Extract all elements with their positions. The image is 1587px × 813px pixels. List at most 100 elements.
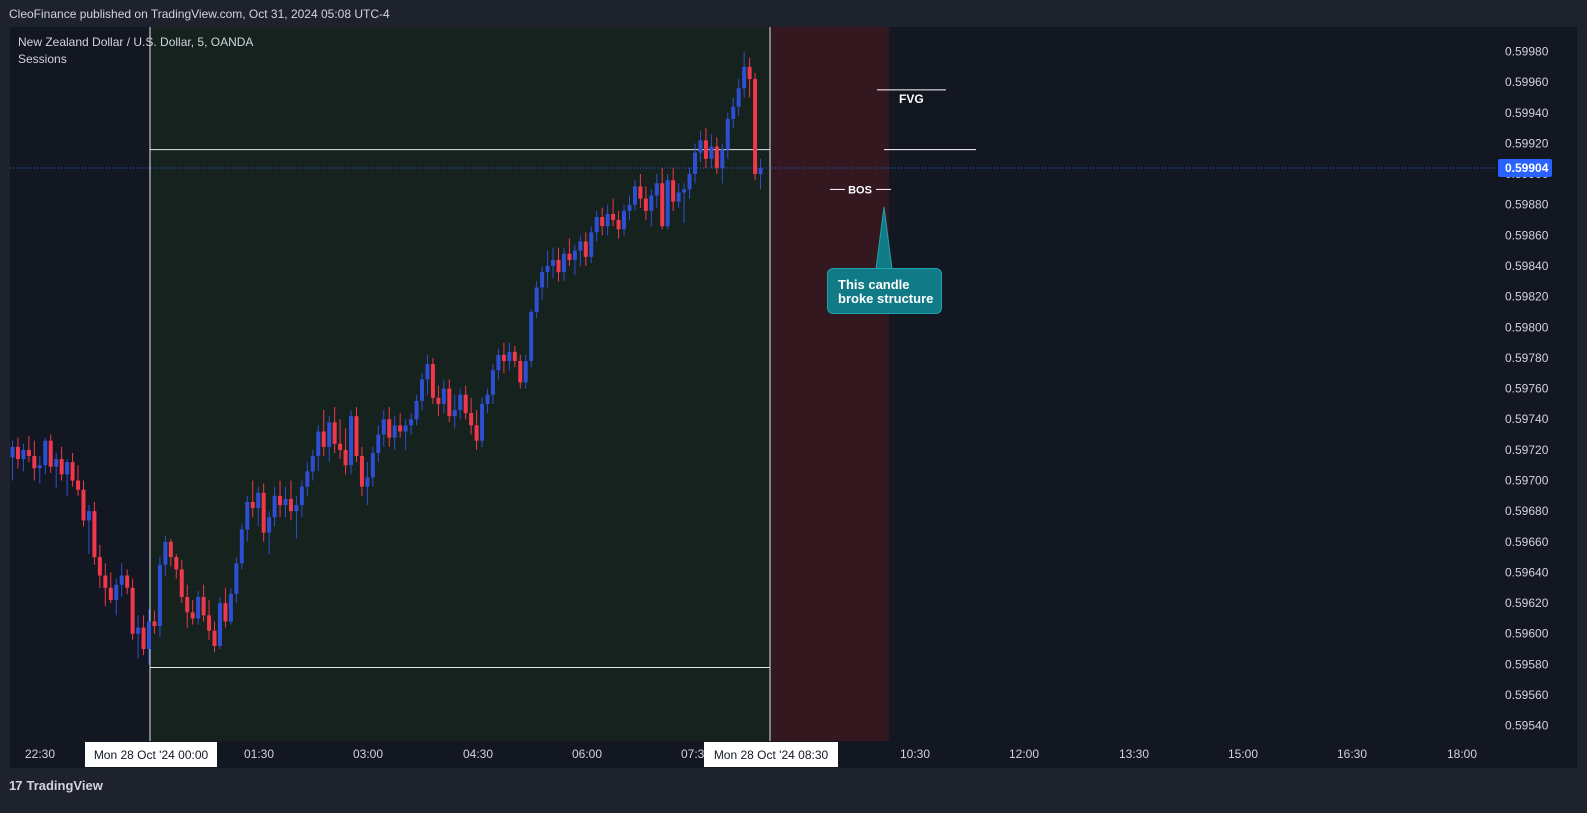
candle[interactable] (48, 434, 53, 473)
candle[interactable] (540, 266, 545, 300)
candle[interactable] (114, 578, 119, 616)
candle[interactable] (223, 587, 228, 628)
candle[interactable] (43, 437, 48, 475)
candle[interactable] (671, 167, 676, 211)
candle[interactable] (665, 174, 670, 230)
candle[interactable] (545, 250, 550, 288)
candle[interactable] (523, 354, 528, 389)
candle[interactable] (267, 511, 272, 555)
candle[interactable] (649, 189, 654, 227)
candle[interactable] (441, 379, 446, 414)
candle[interactable] (168, 538, 173, 567)
candle[interactable] (228, 587, 233, 625)
candle[interactable] (108, 572, 113, 604)
candle[interactable] (119, 563, 124, 597)
candle[interactable] (583, 232, 588, 267)
candle[interactable] (327, 416, 332, 463)
candle[interactable] (736, 79, 741, 116)
candle[interactable] (97, 544, 102, 588)
candle[interactable] (501, 342, 506, 374)
candle[interactable] (185, 584, 190, 628)
candle[interactable] (731, 97, 736, 129)
candle[interactable] (654, 174, 659, 208)
candle[interactable] (338, 419, 343, 460)
candle[interactable] (747, 57, 752, 98)
candle[interactable] (125, 569, 130, 594)
candle[interactable] (403, 419, 408, 450)
candle[interactable] (714, 137, 719, 175)
candle[interactable] (698, 131, 703, 162)
candle[interactable] (201, 584, 206, 622)
candle[interactable] (572, 244, 577, 276)
candle[interactable] (316, 425, 321, 472)
candle[interactable] (458, 388, 463, 420)
candle[interactable] (179, 560, 184, 604)
indicator-label-sessions[interactable]: Sessions (18, 52, 67, 66)
candle[interactable] (163, 535, 168, 576)
candle[interactable] (561, 247, 566, 282)
candle[interactable] (703, 128, 708, 168)
candle[interactable] (256, 486, 261, 527)
candle[interactable] (643, 186, 648, 221)
candle[interactable] (103, 563, 108, 607)
candle[interactable] (414, 394, 419, 426)
candle[interactable] (589, 226, 594, 263)
candle[interactable] (196, 590, 201, 625)
candle[interactable] (190, 600, 195, 625)
candle[interactable] (305, 462, 310, 496)
candle[interactable] (349, 410, 354, 475)
candle[interactable] (54, 452, 59, 489)
candle[interactable] (474, 410, 479, 450)
candle[interactable] (742, 51, 747, 98)
candle[interactable] (354, 406, 359, 463)
candle[interactable] (278, 480, 283, 518)
tradingview-logo[interactable]: 17 TradingView (9, 778, 103, 793)
candle[interactable] (480, 397, 485, 447)
candle[interactable] (76, 465, 81, 496)
candle[interactable] (496, 348, 501, 380)
candle[interactable] (86, 505, 91, 555)
candle[interactable] (507, 342, 512, 371)
candle[interactable] (758, 158, 763, 190)
candle[interactable] (310, 449, 315, 481)
candle[interactable] (141, 615, 146, 656)
candle[interactable] (682, 183, 687, 224)
candle[interactable] (594, 210, 599, 242)
candle[interactable] (676, 183, 681, 208)
candle[interactable] (753, 72, 758, 181)
candle[interactable] (490, 364, 495, 404)
candle[interactable] (10, 440, 15, 481)
candle[interactable] (430, 357, 435, 404)
candle[interactable] (436, 385, 441, 417)
candle[interactable] (425, 354, 430, 395)
candle[interactable] (409, 413, 414, 435)
candle[interactable] (381, 410, 386, 447)
candle[interactable] (21, 443, 26, 472)
candle[interactable] (152, 610, 157, 634)
candle[interactable] (92, 501, 97, 565)
candle[interactable] (250, 480, 255, 518)
candle[interactable] (81, 480, 86, 527)
candle[interactable] (136, 615, 141, 659)
candle[interactable] (283, 486, 288, 518)
candle[interactable] (59, 446, 64, 481)
candle[interactable] (217, 596, 222, 650)
candle[interactable] (660, 167, 665, 230)
candle[interactable] (272, 486, 277, 527)
candle[interactable] (343, 428, 348, 475)
candle[interactable] (512, 345, 517, 368)
candle[interactable] (605, 204, 610, 236)
candle[interactable] (174, 554, 179, 579)
candle[interactable] (37, 456, 42, 484)
candle[interactable] (567, 238, 572, 267)
candle[interactable] (365, 462, 370, 506)
annotation-callout[interactable]: This candle broke structure (827, 268, 942, 314)
candle[interactable] (332, 406, 337, 453)
candle[interactable] (130, 578, 135, 640)
candle[interactable] (207, 600, 212, 640)
candle[interactable] (556, 247, 561, 282)
candle[interactable] (534, 281, 539, 319)
candle[interactable] (299, 480, 304, 518)
candle[interactable] (518, 354, 523, 389)
candle[interactable] (463, 385, 468, 420)
